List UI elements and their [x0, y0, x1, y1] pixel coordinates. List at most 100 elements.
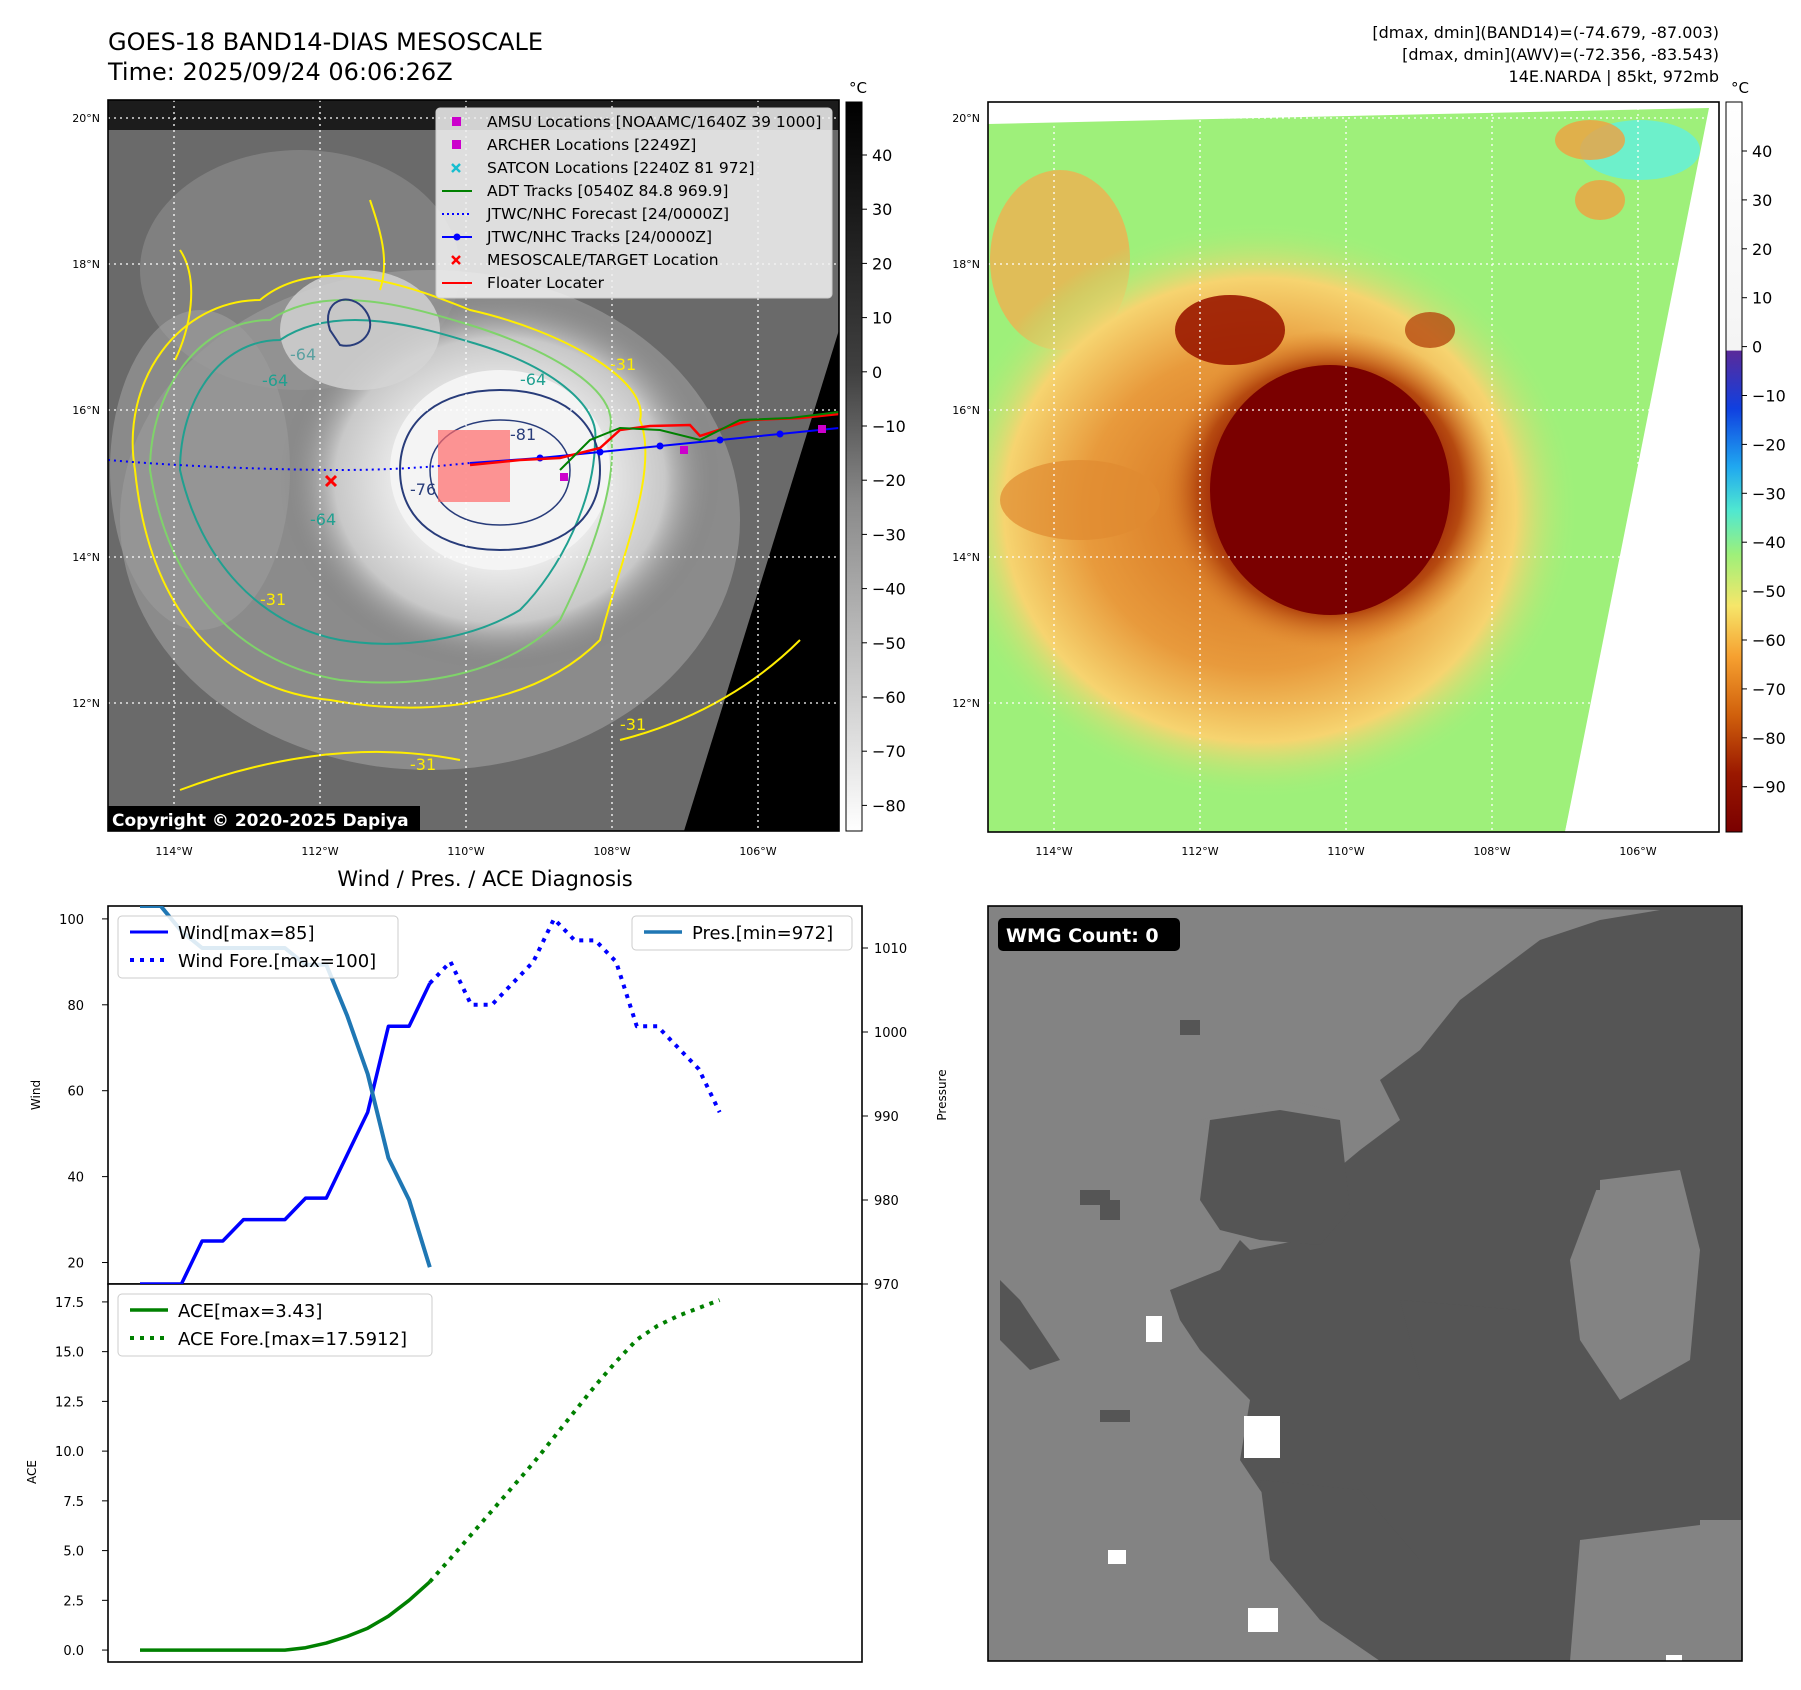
lat-label: 14°N: [952, 551, 980, 564]
archer-marker: [560, 473, 568, 481]
colorbar-tick-label: −80: [1752, 729, 1786, 748]
colorbar-tick-label: −60: [1752, 631, 1786, 650]
colorbar-tick-label: −10: [872, 417, 906, 436]
legend-marker: [451, 255, 461, 265]
legend-label: AMSU Locations [NOAAMC/1640Z 39 1000]: [487, 113, 821, 131]
lon-label: 114°W: [155, 845, 192, 858]
lon-label: 106°W: [1619, 845, 1656, 858]
stats-line1: [dmax, dmin](BAND14)=(-74.679, -87.003): [1372, 23, 1719, 42]
legend-label: Wind[max=85]: [178, 923, 315, 944]
y2-tick-label: 1010: [874, 942, 907, 957]
color-panel: [988, 102, 1719, 832]
colorbar-tick-label: −30: [1752, 484, 1786, 503]
y2-tick-label: 1000: [874, 1026, 907, 1041]
map-legend: AMSU Locations [NOAAMC/1640Z 39 1000] ARC…: [435, 107, 833, 299]
y-tick-label: 100: [59, 913, 84, 928]
lon-label: 112°W: [1181, 845, 1218, 858]
legend-label: JTWC/NHC Forecast [24/0000Z]: [486, 205, 729, 223]
legend-label: Floater Locater: [487, 274, 605, 292]
mesoscale-target-marker: [324, 474, 338, 488]
ace-legend: ACE[max=3.43] ACE Fore.[max=17.5912]: [117, 1293, 433, 1357]
target-box: [438, 430, 510, 502]
contour-label: -31: [410, 755, 436, 774]
y-tick-label: 17.5: [55, 1296, 84, 1311]
y-tick-label: 10.0: [55, 1445, 84, 1460]
colorbar-unit: °C: [1731, 79, 1749, 97]
lon-label: 112°W: [301, 845, 338, 858]
figure-title-line2: Time: 2025/09/24 06:06:26Z: [107, 58, 453, 86]
ace-forecast-line: [428, 1298, 721, 1584]
colorbar-tick-label: −50: [1752, 582, 1786, 601]
legend-marker: [452, 140, 461, 149]
diagnosis-title: Wind / Pres. / ACE Diagnosis: [337, 867, 632, 891]
y-tick-label: 40: [67, 1171, 84, 1186]
lat-label: 14°N: [72, 551, 100, 564]
stats-line3: 14E.NARDA | 85kt, 972mb: [1509, 67, 1719, 86]
wind-legend: Wind[max=85] Wind Fore.[max=100]: [117, 915, 399, 979]
colorbar-tick-label: 30: [872, 200, 892, 219]
legend-label: Wind Fore.[max=100]: [178, 951, 376, 972]
stats-line2: [dmax, dmin](AWV)=(-72.356, -83.543): [1402, 45, 1719, 64]
colorbar-unit: °C: [849, 79, 867, 97]
colorbar-tick-label: −30: [872, 525, 906, 544]
legend-label: ACE Fore.[max=17.5912]: [178, 1329, 407, 1350]
wmg-count-label: WMG Count: 0: [1006, 925, 1159, 947]
y2-tick-label: 970: [874, 1278, 899, 1293]
adt-track: [559, 411, 839, 471]
lon-label: 110°W: [447, 845, 484, 858]
forecast-track: [108, 459, 471, 472]
colorbar-tick-label: 0: [872, 363, 882, 382]
amsu-marker: [818, 425, 826, 433]
lon-label: 110°W: [1327, 845, 1364, 858]
y-tick-label: 15.0: [55, 1346, 84, 1361]
contour-lines: [131, 199, 801, 791]
lat-label: 20°N: [72, 112, 100, 125]
colorbar-tick-label: 10: [1752, 289, 1772, 308]
legend-label: ARCHER Locations [2249Z]: [487, 136, 696, 154]
colorbar-tick-label: −20: [872, 471, 906, 490]
copyright-text: Copyright © 2020-2025 Dapiya: [112, 811, 409, 831]
contour-label: -64: [262, 371, 288, 390]
colorbar-tick-label: −70: [1752, 680, 1786, 699]
colorbar-tick-label: −90: [1752, 778, 1786, 797]
y-tick-label: 20: [67, 1257, 84, 1272]
temperature-colorbar: °C 40 30 20 10 0 −10 −20 −30 −40 −50 −60 −70 −80 −90: [1725, 79, 1786, 833]
colorbar-tick-label: 10: [872, 309, 892, 328]
contour-label: -31: [260, 590, 286, 609]
wmg-count-badge: [998, 918, 1180, 951]
colorbar-tick-label: −40: [1752, 533, 1786, 552]
contour-label: -64: [310, 510, 336, 529]
contour-label: -64: [520, 370, 546, 389]
contour-label: -31: [620, 715, 646, 734]
y-tick-label: 2.5: [63, 1594, 84, 1609]
lat-label: 18°N: [952, 258, 980, 271]
legend-label: MESOSCALE/TARGET Location: [487, 251, 719, 269]
colorbar-tick-label: −40: [872, 580, 906, 599]
lon-label: 106°W: [739, 845, 776, 858]
y-tick-label: 5.0: [63, 1545, 84, 1560]
y-tick-label: 80: [67, 999, 84, 1014]
colorbar-tick-label: 20: [1752, 240, 1772, 259]
colorbar-tick-label: −20: [1752, 435, 1786, 454]
y-tick-label: 60: [67, 1085, 84, 1100]
legend-label: SATCON Locations [2240Z 81 972]: [487, 159, 755, 177]
lat-label: 16°N: [952, 404, 980, 417]
ace-line: [140, 1580, 431, 1652]
colorbar-tick-label: −50: [872, 634, 906, 653]
gray-colorbar: °C 40 30 20 10 0 −10 −20 −30 −40 −50 −60 −70 −80: [845, 79, 906, 832]
lon-label: 114°W: [1035, 845, 1072, 858]
colorbar-tick-label: −60: [872, 688, 906, 707]
contour-label: -31: [610, 355, 636, 374]
colorbar-tick-label: 40: [1752, 142, 1772, 161]
pressure-legend: Pres.[min=972]: [631, 915, 853, 951]
legend-marker: [451, 163, 461, 173]
colorbar-tick-label: −70: [872, 742, 906, 761]
y-tick-label: 12.5: [55, 1395, 84, 1410]
legend-label: Pres.[min=972]: [692, 923, 833, 944]
wmg-panel: [988, 906, 1742, 1661]
lat-label: 12°N: [952, 697, 980, 710]
legend-marker: [453, 233, 461, 241]
wind-line: [140, 982, 432, 1284]
legend-label: ACE[max=3.43]: [178, 1301, 322, 1322]
